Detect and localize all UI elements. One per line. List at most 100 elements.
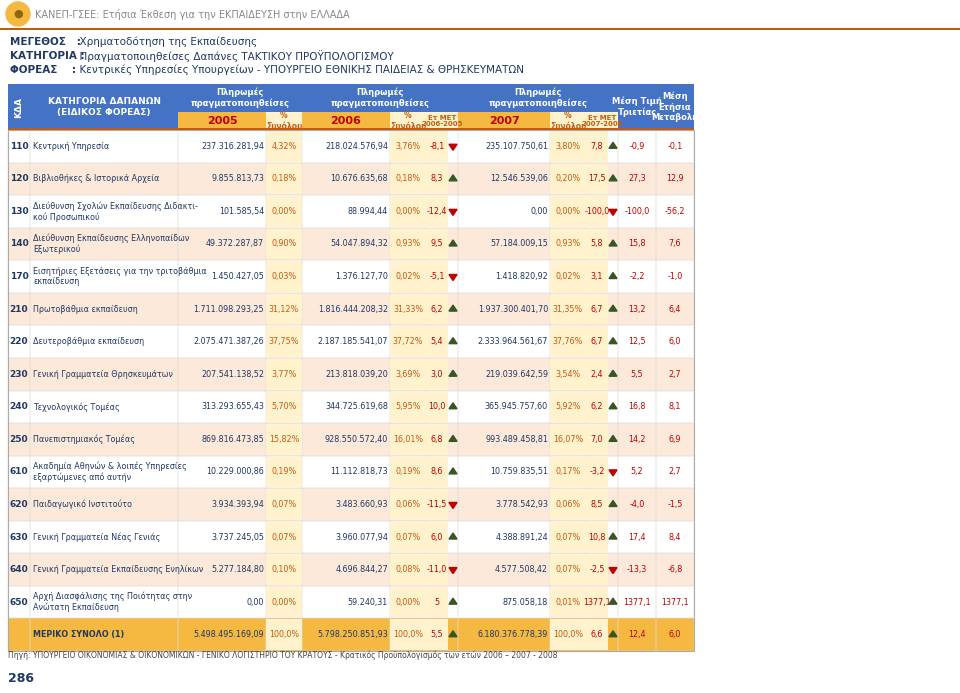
Text: ΜΕΡΙΚΟ ΣΥΝΟΛΟ (1): ΜΕΡΙΚΟ ΣΥΝΟΛΟ (1) <box>33 630 124 639</box>
Text: Πρωτοβάθμια εκπαίδευση: Πρωτοβάθμια εκπαίδευση <box>33 305 137 314</box>
Polygon shape <box>449 274 457 281</box>
Text: 6,0: 6,0 <box>669 630 682 639</box>
Text: 54.047.894,32: 54.047.894,32 <box>330 240 388 249</box>
Polygon shape <box>609 598 617 604</box>
Text: 219.039.642,59: 219.039.642,59 <box>485 370 548 378</box>
Text: 2006: 2006 <box>330 116 361 126</box>
Text: 0,19%: 0,19% <box>396 467 420 476</box>
Text: 16,07%: 16,07% <box>553 435 583 444</box>
Text: 100,0%: 100,0% <box>553 630 583 639</box>
Text: 7,6: 7,6 <box>669 240 682 249</box>
FancyBboxPatch shape <box>390 164 426 194</box>
FancyBboxPatch shape <box>8 390 694 423</box>
Text: 110: 110 <box>10 142 28 151</box>
Polygon shape <box>449 370 457 376</box>
FancyBboxPatch shape <box>586 294 608 324</box>
Text: -6,8: -6,8 <box>667 565 683 574</box>
FancyBboxPatch shape <box>586 359 608 389</box>
Text: 59.240,31: 59.240,31 <box>348 597 388 606</box>
Text: 3,80%: 3,80% <box>556 142 581 151</box>
FancyBboxPatch shape <box>302 84 458 112</box>
Text: Παιδαγωγικό Ινστιτούτο: Παιδαγωγικό Ινστιτούτο <box>33 500 132 509</box>
FancyBboxPatch shape <box>390 131 426 161</box>
FancyBboxPatch shape <box>266 620 302 650</box>
Text: -8,1: -8,1 <box>429 142 444 151</box>
Polygon shape <box>609 533 617 539</box>
Text: 31,33%: 31,33% <box>393 305 423 314</box>
Text: 993.489.458,81: 993.489.458,81 <box>485 435 548 444</box>
Text: 17,5: 17,5 <box>588 175 606 184</box>
FancyBboxPatch shape <box>426 489 448 520</box>
Text: 5,5: 5,5 <box>431 630 444 639</box>
FancyBboxPatch shape <box>8 423 694 455</box>
Text: 0,07%: 0,07% <box>556 532 581 541</box>
Text: 0,02%: 0,02% <box>556 272 581 281</box>
Text: 3.483.660,93: 3.483.660,93 <box>335 500 388 509</box>
Text: 31,12%: 31,12% <box>269 305 300 314</box>
Text: 0,18%: 0,18% <box>396 175 420 184</box>
Text: 286: 286 <box>8 672 34 685</box>
FancyBboxPatch shape <box>586 424 608 455</box>
Text: %
Συνόλου: % Συνόλου <box>550 112 587 131</box>
Text: 8,5: 8,5 <box>590 500 603 509</box>
Text: 4.696.844,27: 4.696.844,27 <box>335 565 388 574</box>
Text: Αρχή Διασφάλισης της Ποιότητας στην
Ανώτατη Εκπαίδευση: Αρχή Διασφάλισης της Ποιότητας στην Ανώτ… <box>33 592 192 613</box>
Text: 7,8: 7,8 <box>590 142 603 151</box>
Text: 130: 130 <box>10 207 28 216</box>
FancyBboxPatch shape <box>390 294 426 324</box>
Text: -4,0: -4,0 <box>630 500 644 509</box>
Text: 3,54%: 3,54% <box>556 370 581 378</box>
FancyBboxPatch shape <box>8 488 694 520</box>
FancyBboxPatch shape <box>550 112 586 130</box>
Text: Γενική Γραμματεία Θρησκευμάτων: Γενική Γραμματεία Θρησκευμάτων <box>33 370 173 378</box>
Text: 2,4: 2,4 <box>590 370 603 378</box>
FancyBboxPatch shape <box>390 229 426 259</box>
Text: Κεντρικές Υπηρεσίες Υπουργείων - ΥΠΟΥΡΓΕΙΟ ΕΘΝΙΚΗΣ ΠΑΙΔΕΙΑΣ & ΘΡΗΣΚΕΥΜΑΤΩΝ: Κεντρικές Υπηρεσίες Υπουργείων - ΥΠΟΥΡΓΕ… <box>73 64 524 76</box>
Text: 2,7: 2,7 <box>669 370 682 378</box>
FancyBboxPatch shape <box>550 457 586 487</box>
Text: Γενική Γραμματεία Νέας Γενιάς: Γενική Γραμματεία Νέας Γενιάς <box>33 532 160 542</box>
Text: 630: 630 <box>10 532 28 541</box>
Polygon shape <box>449 598 457 604</box>
FancyBboxPatch shape <box>8 163 694 195</box>
Text: 6,7: 6,7 <box>590 337 603 346</box>
Text: %
Συνόλου: % Συνόλου <box>390 112 426 131</box>
Text: 5,4: 5,4 <box>431 337 444 346</box>
Text: Ετ ΜΕΤ
2006-2005: Ετ ΜΕΤ 2006-2005 <box>421 114 463 128</box>
Text: 27,3: 27,3 <box>628 175 646 184</box>
Text: -100,0: -100,0 <box>585 207 610 216</box>
Polygon shape <box>449 209 457 216</box>
FancyBboxPatch shape <box>266 392 302 422</box>
FancyBboxPatch shape <box>390 196 426 227</box>
Text: Πηγή: ΥΠΟΥΡΓΕΙΟ ΟΙΚΟΝΟΜΙΑΣ & ΟΙΚΟΝΟΜΙΚΩΝ - ΓΕΝΙΚΟ ΛΟΓΙΣΤΗΡΙΟ ΤΟΥ ΚΡΑΤΟΥΣ - Κρατι: Πηγή: ΥΠΟΥΡΓΕΙΟ ΟΙΚΟΝΟΜΙΑΣ & ΟΙΚΟΝΟΜΙΚΩΝ… <box>8 650 558 660</box>
FancyBboxPatch shape <box>266 326 302 357</box>
Text: 16,8: 16,8 <box>628 402 646 411</box>
Text: 0,20%: 0,20% <box>556 175 581 184</box>
FancyBboxPatch shape <box>550 229 586 259</box>
Text: 1.937.300.401,70: 1.937.300.401,70 <box>478 305 548 314</box>
Text: 0,00: 0,00 <box>247 597 264 606</box>
Polygon shape <box>609 435 617 441</box>
FancyBboxPatch shape <box>266 261 302 292</box>
Text: 8,6: 8,6 <box>431 467 444 476</box>
Polygon shape <box>449 305 457 311</box>
Text: 10,0: 10,0 <box>428 402 445 411</box>
FancyBboxPatch shape <box>586 489 608 520</box>
Text: 31,35%: 31,35% <box>553 305 583 314</box>
FancyBboxPatch shape <box>586 522 608 552</box>
Polygon shape <box>449 533 457 539</box>
FancyBboxPatch shape <box>426 554 448 585</box>
Text: 6,6: 6,6 <box>590 630 603 639</box>
Text: Πληρωμές
πραγματοποιηθείσες: Πληρωμές πραγματοποιηθείσες <box>330 88 429 108</box>
FancyBboxPatch shape <box>426 164 448 194</box>
FancyBboxPatch shape <box>550 620 586 650</box>
FancyBboxPatch shape <box>550 326 586 357</box>
Text: -1,5: -1,5 <box>667 500 683 509</box>
FancyBboxPatch shape <box>458 112 550 130</box>
Text: 365.945.757,60: 365.945.757,60 <box>485 402 548 411</box>
FancyBboxPatch shape <box>426 261 448 292</box>
Text: 3.934.393,94: 3.934.393,94 <box>211 500 264 509</box>
Text: 2007: 2007 <box>489 116 519 126</box>
Polygon shape <box>609 500 617 507</box>
FancyBboxPatch shape <box>656 84 694 130</box>
